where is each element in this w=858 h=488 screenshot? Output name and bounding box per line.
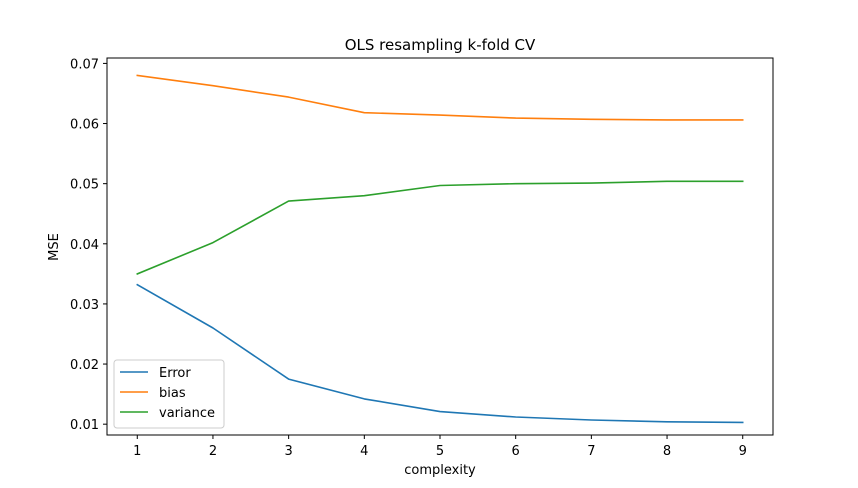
x-tick-label: 5 bbox=[436, 444, 444, 459]
y-tick-label: 0.07 bbox=[70, 57, 99, 72]
y-tick-label: 0.01 bbox=[70, 418, 99, 433]
legend-label: variance bbox=[159, 406, 215, 421]
x-tick-label: 1 bbox=[133, 444, 141, 459]
x-tick-label: 9 bbox=[739, 444, 747, 459]
plot-lines bbox=[136, 74, 744, 424]
series-line-variance bbox=[136, 180, 744, 275]
x-tick-label: 6 bbox=[512, 444, 520, 459]
series-line-error bbox=[136, 283, 744, 424]
y-tick-label: 0.02 bbox=[70, 358, 99, 373]
legend-box bbox=[113, 359, 225, 429]
y-tick-label: 0.06 bbox=[70, 118, 99, 133]
x-tick-label: 4 bbox=[360, 444, 368, 459]
x-axis: 1 2 3 4 5 6 7 8 9 bbox=[133, 435, 747, 459]
x-tick-label: 7 bbox=[587, 444, 595, 459]
x-axis-label: complexity bbox=[404, 463, 476, 478]
legend: Error bias variance bbox=[113, 359, 225, 429]
y-tick-label: 0.05 bbox=[70, 178, 99, 193]
x-tick-label: 2 bbox=[209, 444, 217, 459]
x-tick-label: 8 bbox=[663, 444, 671, 459]
legend-label: Error bbox=[159, 366, 191, 381]
x-tick-label: 3 bbox=[284, 444, 292, 459]
series-line-bias bbox=[136, 74, 744, 121]
y-axis: 0.01 0.02 0.03 0.04 0.05 0.06 0.07 bbox=[70, 57, 107, 433]
legend-label: bias bbox=[159, 386, 186, 401]
y-axis-label: MSE bbox=[47, 233, 62, 261]
y-tick-label: 0.03 bbox=[70, 298, 99, 313]
y-tick-label: 0.04 bbox=[70, 238, 99, 253]
chart-title: OLS resampling k-fold CV bbox=[345, 36, 536, 54]
